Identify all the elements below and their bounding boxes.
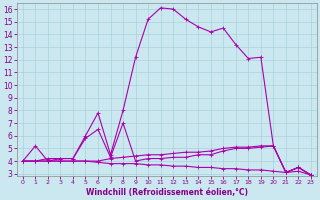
X-axis label: Windchill (Refroidissement éolien,°C): Windchill (Refroidissement éolien,°C) (86, 188, 248, 197)
